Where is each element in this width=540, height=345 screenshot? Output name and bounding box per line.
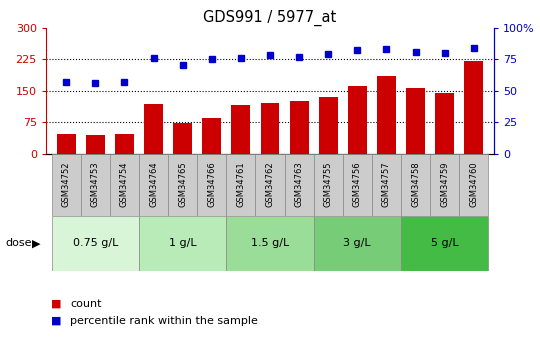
Text: GSM34762: GSM34762 [266, 162, 274, 207]
Text: GSM34761: GSM34761 [237, 162, 245, 207]
Text: 0.75 g/L: 0.75 g/L [73, 238, 118, 248]
Text: GSM34760: GSM34760 [469, 162, 478, 207]
Text: GSM34766: GSM34766 [207, 162, 217, 207]
Bar [232, 105, 251, 154]
Bar [226, 216, 314, 271]
Text: percentile rank within the sample: percentile rank within the sample [70, 316, 258, 326]
Bar [86, 135, 105, 154]
Text: GSM34755: GSM34755 [323, 162, 333, 207]
Bar [115, 134, 134, 154]
Text: GSM34763: GSM34763 [295, 162, 303, 207]
Text: ▶: ▶ [32, 238, 41, 248]
Bar [343, 154, 372, 216]
Bar [144, 104, 163, 154]
Text: 1 g/L: 1 g/L [169, 238, 197, 248]
Bar [289, 101, 308, 154]
Bar [52, 154, 81, 216]
Text: GSM34757: GSM34757 [382, 162, 391, 207]
Bar [401, 216, 488, 271]
Text: GSM34759: GSM34759 [440, 162, 449, 207]
Text: 1.5 g/L: 1.5 g/L [251, 238, 289, 248]
Bar [110, 154, 139, 216]
Bar [319, 97, 338, 154]
Bar [52, 216, 139, 271]
Text: ■: ■ [51, 299, 62, 308]
Bar [464, 61, 483, 154]
Bar [139, 216, 226, 271]
Bar [168, 154, 197, 216]
Bar [430, 154, 459, 216]
Text: dose: dose [5, 238, 32, 248]
Text: GSM34753: GSM34753 [91, 162, 100, 207]
Bar [197, 154, 226, 216]
Text: GSM34756: GSM34756 [353, 162, 362, 207]
Bar [226, 154, 255, 216]
Bar [459, 154, 488, 216]
Text: GSM34752: GSM34752 [62, 162, 71, 207]
Bar [348, 86, 367, 154]
Bar [401, 154, 430, 216]
Text: 3 g/L: 3 g/L [343, 238, 371, 248]
Bar [435, 93, 454, 154]
Bar [173, 123, 192, 154]
Bar [285, 154, 314, 216]
Text: GSM34758: GSM34758 [411, 162, 420, 207]
Bar [260, 103, 280, 154]
Text: ■: ■ [51, 316, 62, 326]
Text: count: count [70, 299, 102, 308]
Bar [81, 154, 110, 216]
Bar [372, 154, 401, 216]
Text: GSM34764: GSM34764 [149, 162, 158, 207]
Bar [314, 216, 401, 271]
Bar [377, 76, 396, 154]
Bar [314, 154, 343, 216]
Text: GSM34754: GSM34754 [120, 162, 129, 207]
Text: GSM34765: GSM34765 [178, 162, 187, 207]
Bar [202, 118, 221, 154]
Bar [139, 154, 168, 216]
Title: GDS991 / 5977_at: GDS991 / 5977_at [204, 10, 336, 26]
Text: 5 g/L: 5 g/L [431, 238, 458, 248]
Bar [57, 134, 76, 154]
Bar [255, 154, 285, 216]
Bar [406, 88, 425, 154]
